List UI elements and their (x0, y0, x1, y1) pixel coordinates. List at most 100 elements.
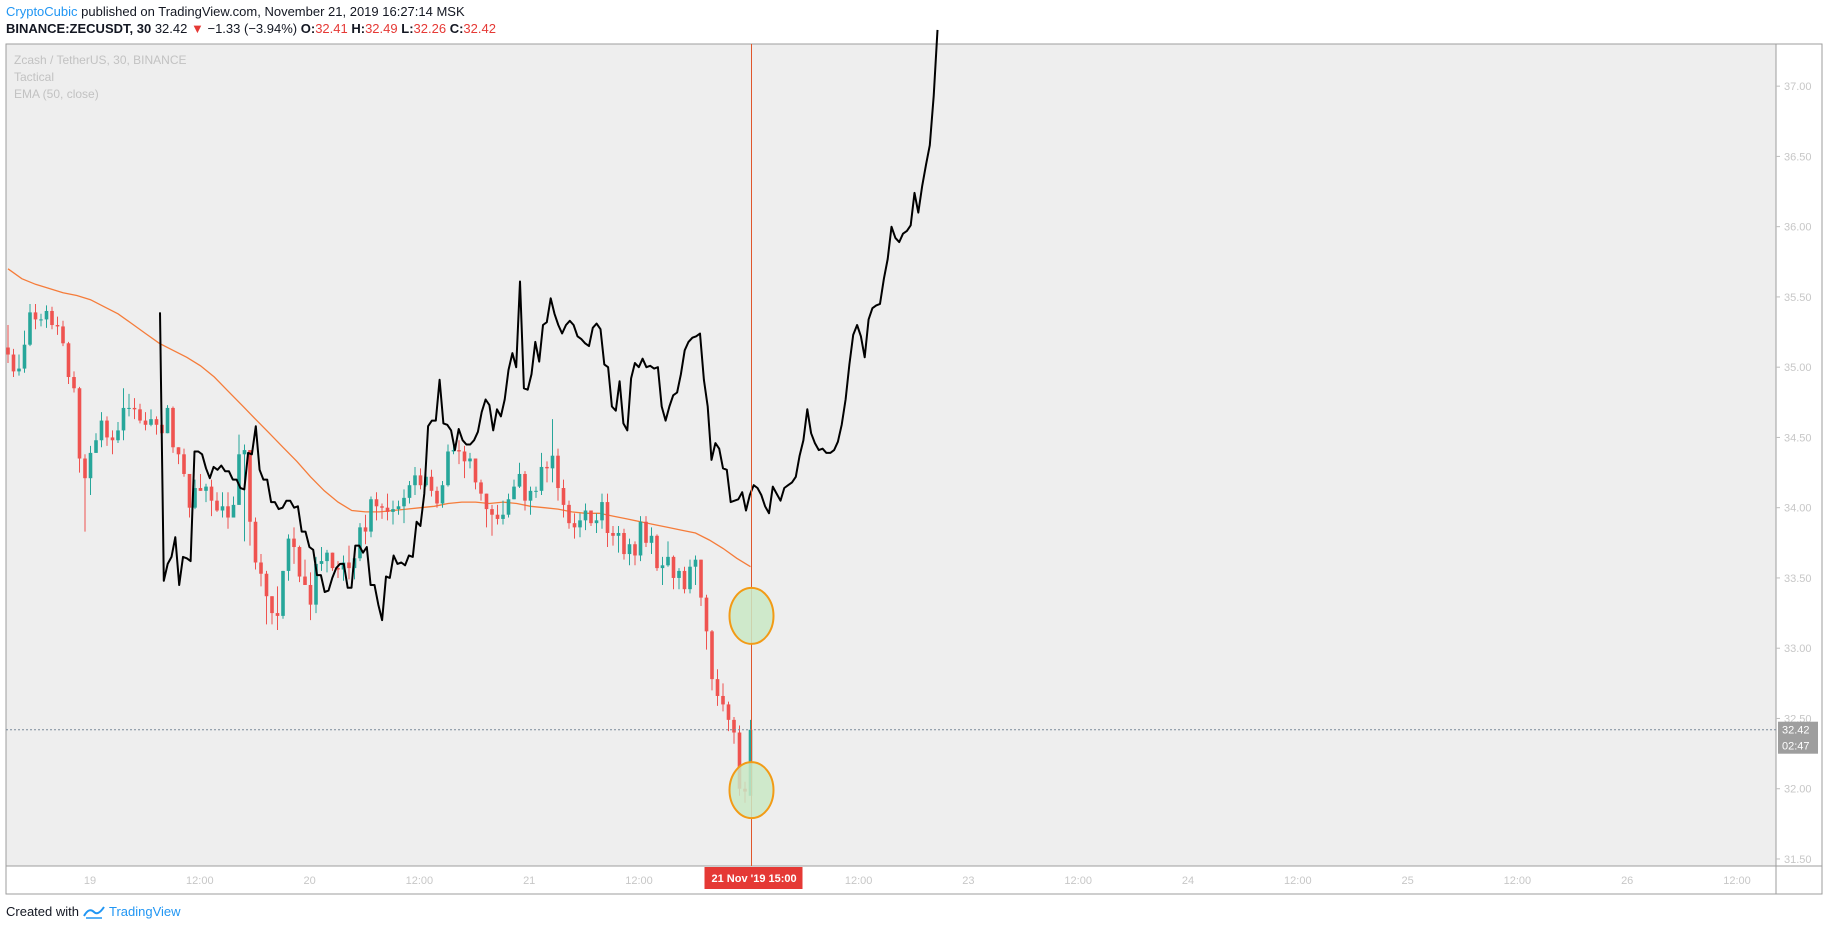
time-tick-label: 25 (1401, 875, 1413, 887)
time-tag-date: 21 Nov '19 (712, 873, 766, 885)
candle-body (264, 573, 269, 597)
time-tick-label: 12:00 (186, 875, 214, 887)
legend-panel: Zcash / TetherUS, 30, BINANCE Tactical E… (14, 53, 187, 101)
candle-body (600, 502, 604, 521)
candle-body (369, 499, 373, 532)
time-tick-label: 26 (1621, 875, 1633, 887)
candle-body (490, 509, 494, 515)
candle-body (479, 482, 483, 494)
candle-body (506, 499, 511, 515)
price-tick-label: 31.50 (1784, 854, 1812, 866)
candle-body (226, 506, 230, 518)
candle-body (561, 488, 566, 505)
candle-body (468, 458, 472, 462)
candle-body (72, 377, 76, 389)
candle-body (319, 561, 324, 564)
high-value: 32.49 (365, 21, 398, 36)
author-link[interactable]: CryptoCubic (6, 4, 78, 19)
candle-body (248, 450, 252, 522)
last-price: 32.42 (154, 21, 188, 36)
tradingview-link[interactable]: TradingView (108, 904, 181, 919)
candle-body (715, 679, 720, 696)
price-tick-label: 32.00 (1784, 784, 1812, 796)
candle-body (523, 473, 527, 501)
candle-body (644, 521, 648, 543)
candle-body (451, 450, 456, 452)
candle-body (143, 420, 148, 425)
candle-body (292, 538, 296, 548)
candle-body (413, 475, 417, 486)
candle-body (660, 565, 665, 569)
candle-body (132, 407, 137, 410)
candle-body (297, 547, 302, 577)
change-value: −1.33 (−3.94%) (207, 21, 298, 36)
candle-body (182, 454, 186, 474)
candle-body (308, 584, 313, 605)
low-value: 32.26 (413, 21, 447, 36)
candle-body (39, 319, 43, 321)
ema-series (7, 268, 751, 568)
candle-body (517, 473, 522, 487)
candle-body (55, 325, 60, 327)
open-label: O: (300, 21, 316, 36)
candle-body (688, 566, 692, 590)
candle-body (633, 544, 637, 556)
candle-body (457, 450, 461, 452)
candle-body (110, 437, 115, 441)
candle-body (11, 354, 16, 372)
time-tick-label: 12:00 (1723, 875, 1751, 887)
candle-body (165, 407, 170, 434)
candle-body (286, 538, 291, 571)
candle-body (259, 562, 263, 574)
candle-body (501, 514, 505, 519)
candle-body (33, 312, 38, 320)
price-tick-label: 33.50 (1784, 573, 1812, 585)
candle-body (121, 407, 126, 431)
candle-body (699, 559, 703, 598)
candle-body (176, 447, 181, 455)
candle-body (61, 326, 65, 344)
candle-body (528, 490, 533, 501)
candle-body (275, 613, 280, 616)
plot-area[interactable] (6, 44, 1776, 866)
candle-body (737, 732, 742, 789)
candle-body (363, 527, 368, 532)
highlight-circle-upper (728, 586, 775, 645)
time-tick-label: 12:00 (1504, 875, 1532, 887)
publish-text: published on TradingView.com, November 2… (77, 4, 465, 19)
candle-body (589, 510, 593, 524)
candle-body (638, 521, 643, 556)
price-tick-label: 36.50 (1784, 151, 1812, 163)
candle-body (231, 504, 236, 518)
candle-body (154, 419, 159, 425)
time-axis[interactable] (6, 866, 1776, 894)
candle-body (281, 570, 285, 616)
price-tick-label: 35.50 (1784, 292, 1812, 304)
candle-body (171, 407, 175, 448)
candle-body (105, 420, 109, 438)
candle-body (556, 455, 560, 489)
candle-body (484, 493, 489, 510)
candle-body (22, 344, 27, 369)
candle-body (402, 497, 406, 507)
candle-body (671, 556, 676, 578)
candle-body (594, 520, 599, 524)
candle-body (385, 507, 390, 512)
candle-body (204, 486, 208, 491)
candle-body (198, 488, 203, 491)
tradingview-logo-icon[interactable] (83, 905, 105, 919)
price-tick-label: 36.00 (1784, 222, 1812, 234)
time-tick-label: 21 (523, 875, 535, 887)
candle-body (94, 440, 98, 453)
candle-body (583, 510, 588, 521)
price-tick-label: 37.00 (1784, 81, 1812, 93)
candle-body (209, 486, 214, 501)
candle-body (253, 521, 258, 563)
time-tick-label: 24 (1182, 875, 1194, 887)
candle-body (99, 420, 104, 441)
candle-body (512, 486, 516, 500)
candle-body (391, 509, 395, 512)
highlight-circle-lower (728, 761, 775, 820)
candle-body (550, 455, 555, 469)
